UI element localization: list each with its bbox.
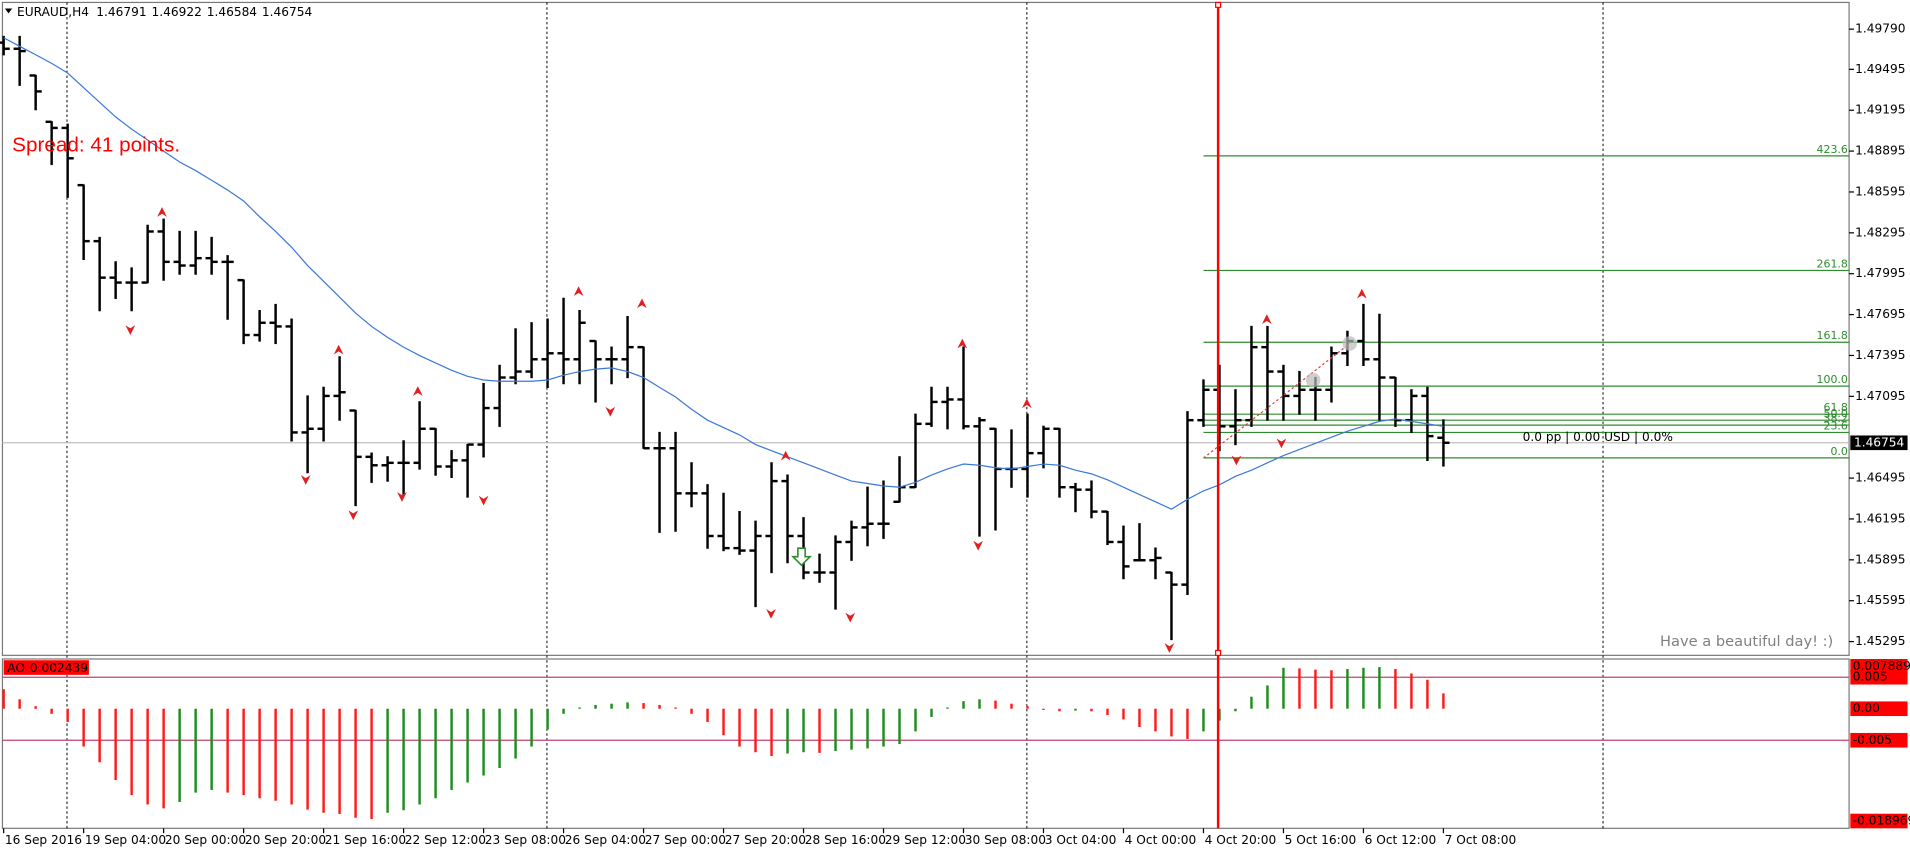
x-tick-label: 4 Oct 00:00 [1125,833,1197,847]
y-tick-label: 1.46495 [1855,471,1905,485]
vertical-line-handle[interactable] [1215,649,1222,656]
low-value: 1.46584 [207,5,258,19]
x-tick-label: 4 Oct 20:00 [1205,833,1277,847]
y-tick-label: 1.49495 [1855,62,1905,76]
x-tick-label: 26 Sep 04:00 [565,833,646,847]
menu-triangle[interactable] [4,8,13,14]
fib-label: 100.0 [1817,373,1848,386]
x-tick-label: 5 Oct 16:00 [1285,833,1357,847]
x-tick-label: 3 Oct 04:00 [1045,833,1117,847]
fib-label: 261.8 [1817,257,1848,270]
fib-label: 423.6 [1817,143,1848,156]
fib-label: 61.8 [1823,401,1847,414]
plot-layer: 1.49790 1.49495 1.49195 1.48895 1.48595 1.482… [0,22,1910,847]
x-tick-label: 19 Sep 04:00 [85,833,166,847]
spread-text: Spread: 41 points. [12,134,180,157]
chart-header: EURAUD,H4 1.46791 1.46922 1.46584 1.46754 [17,5,312,19]
x-tick-label: 16 Sep 2016 [5,833,82,847]
greeting: Have a beautiful day! :) [1660,633,1833,650]
x-tick-label: 29 Sep 12:00 [885,833,966,847]
trend-line[interactable] [1203,343,1351,459]
y-tick-label: 0.00 [1853,701,1880,715]
x-tick-label: 22 Sep 12:00 [405,833,486,847]
fib-label: 38.2 [1823,412,1847,425]
y-tick-label: 1.48895 [1855,144,1905,158]
y-tick-label: 1.48295 [1855,225,1905,239]
y-tick-box [1850,732,1908,748]
trade-info: 0.0 pp | 0.00 USD | 0.0% [1523,430,1673,444]
high-value: 1.46922 [152,5,202,19]
y-tick-label: 1.47695 [1855,307,1905,321]
ao-panel [1,658,1850,829]
y-tick-label: 1.45895 [1855,552,1905,566]
ao-title: AO [7,661,25,675]
ao-header: AO 0.002439 [7,661,88,675]
y-tick-label: 1.45295 [1855,634,1905,648]
y-tick-label: 1.46195 [1855,511,1905,525]
ao-last-value: 0.002439 [30,661,88,675]
ao-header-box [3,660,89,675]
y-tick-box [1850,669,1908,685]
symbol: EURAUD,H4 [17,5,89,19]
price-label: 1.46754 [1854,435,1905,449]
y-tick-label: 1.47095 [1855,389,1905,403]
x-tick-label: 7 Oct 08:00 [1445,833,1517,847]
y-tick-label: 0.005 [1853,670,1888,684]
y-tick-label: -0.005 [1853,733,1892,747]
x-tick-label: 30 Sep 08:00 [965,833,1046,847]
fib-label: 0.0 [1830,445,1847,458]
main-panel [1,1,1850,656]
x-tick-label: 20 Sep 00:00 [165,833,246,847]
y-tick-label: 1.49195 [1855,103,1905,117]
close-value: 1.46754 [262,5,313,19]
anchor-point[interactable] [1342,336,1357,351]
x-tick-label: 23 Sep 08:00 [485,833,566,847]
y-tick-label: 0.007889 [1853,659,1910,673]
x-tick-label: 28 Sep 16:00 [805,833,886,847]
fib-label: 50.0 [1823,407,1847,420]
x-tick-label: 27 Sep 20:00 [725,833,806,847]
y-tick-label: -0.018969 [1853,814,1910,828]
y-tick-label: 1.48595 [1855,184,1905,198]
open-value: 1.46791 [96,5,146,19]
y-tick-label: 1.47995 [1855,266,1905,280]
y-tick-label: 1.45595 [1855,593,1905,607]
x-tick-label: 27 Sep 00:00 [645,833,726,847]
y-tick-box [1850,701,1908,717]
x-tick-label: 20 Sep 20:00 [245,833,326,847]
x-tick-label: 21 Sep 16:00 [325,833,406,847]
price-label-box [1850,435,1908,451]
vertical-line-handle[interactable] [1215,1,1222,8]
y-tick-box [1850,813,1908,829]
anchor-point[interactable] [1305,372,1321,388]
y-tick-label: 1.47395 [1855,348,1905,362]
fib-label: 23.6 [1823,419,1847,432]
moving-average [3,37,1444,510]
signal-arrow [791,547,812,567]
y-tick-label: 1.49790 [1855,22,1905,36]
fib-label: 161.8 [1817,329,1848,342]
x-tick-label: 6 Oct 12:00 [1365,833,1437,847]
